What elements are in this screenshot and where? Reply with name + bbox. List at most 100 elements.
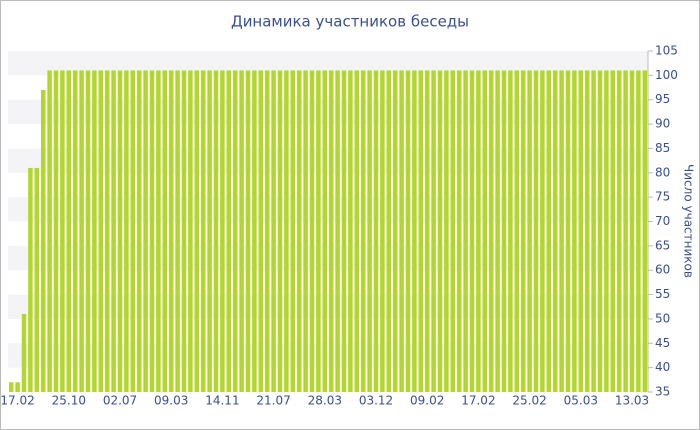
y-axis-label: Число участников	[682, 164, 696, 278]
bar	[143, 70, 148, 392]
bar	[53, 70, 59, 392]
grid-band	[8, 343, 648, 368]
x-tick-label: 25.10	[52, 394, 86, 408]
bar	[610, 70, 616, 392]
bar	[156, 70, 161, 392]
bar	[162, 70, 168, 392]
bar	[597, 70, 603, 392]
bar	[104, 70, 110, 392]
x-tick-label: 17.02	[461, 394, 495, 408]
bar	[392, 70, 398, 392]
bar	[476, 70, 481, 392]
bar	[642, 70, 648, 392]
y-tick-label: 85	[655, 141, 670, 155]
y-tick-label: 70	[655, 214, 670, 228]
bar	[15, 382, 20, 392]
bar	[469, 70, 475, 392]
bar	[303, 70, 308, 392]
bar	[28, 167, 33, 392]
x-tick-label: 28.03	[308, 394, 342, 408]
bar	[559, 70, 564, 392]
bar	[431, 70, 436, 392]
bar	[207, 70, 212, 392]
bar	[322, 70, 328, 392]
bar	[264, 70, 270, 392]
x-tick-label: 05.03	[564, 394, 598, 408]
bar	[360, 70, 366, 392]
bar	[34, 167, 40, 392]
bar	[220, 70, 225, 392]
x-tick-label: 17.02	[0, 394, 34, 408]
x-tick-label: 13.03	[615, 394, 649, 408]
bar	[520, 70, 526, 392]
bar	[98, 70, 104, 392]
bar	[354, 70, 360, 392]
y-tick-label: 60	[655, 263, 670, 277]
bar	[405, 70, 411, 392]
bar	[591, 70, 596, 392]
bar	[482, 70, 488, 392]
bar	[527, 70, 532, 392]
y-tick-label: 90	[655, 117, 670, 131]
bar	[546, 70, 552, 392]
y-tick-label: 95	[655, 92, 670, 106]
bar	[533, 70, 539, 392]
bar	[117, 70, 123, 392]
bar	[296, 70, 302, 392]
bar	[66, 70, 72, 392]
bar	[450, 70, 456, 392]
bar	[8, 382, 14, 392]
x-tick-label: 02.07	[103, 394, 137, 408]
bar	[412, 70, 417, 392]
y-tick-label: 105	[655, 44, 678, 58]
bar	[47, 70, 52, 392]
grid-band	[8, 99, 648, 125]
bar	[316, 70, 321, 392]
bar	[636, 70, 641, 392]
bar	[124, 70, 129, 392]
bar	[604, 70, 609, 392]
bar	[444, 70, 449, 392]
chart-title: Динамика участников беседы	[231, 13, 469, 31]
bar	[200, 70, 206, 392]
bar	[373, 70, 379, 392]
bar	[92, 70, 97, 392]
y-tick-label: 40	[655, 360, 670, 374]
bar	[213, 70, 219, 392]
bar	[623, 70, 628, 392]
bar	[149, 70, 155, 392]
y-tick-label: 75	[655, 190, 670, 204]
x-tick-label: 09.03	[154, 394, 188, 408]
x-tick-label: 21.07	[256, 394, 290, 408]
bar	[239, 70, 244, 392]
bar	[60, 70, 65, 392]
bar	[290, 70, 296, 392]
bar	[540, 70, 545, 392]
bar	[552, 70, 558, 392]
bar	[572, 70, 577, 392]
bar	[271, 70, 276, 392]
grid-band	[8, 245, 648, 271]
bar	[79, 70, 84, 392]
x-tick-label: 03.12	[359, 394, 393, 408]
bar	[584, 70, 590, 392]
bar	[40, 89, 46, 392]
y-tick-label: 80	[655, 165, 670, 179]
bar	[245, 70, 251, 392]
bar	[565, 70, 571, 392]
bar	[111, 70, 116, 392]
bar	[175, 70, 180, 392]
bar	[277, 70, 283, 392]
bar	[578, 70, 584, 392]
y-tick-label: 35	[655, 385, 670, 399]
bar	[463, 70, 468, 392]
bar	[456, 70, 462, 392]
bar	[136, 70, 142, 392]
bar	[348, 70, 353, 392]
bar	[514, 70, 520, 392]
x-tick-label: 25.02	[512, 394, 546, 408]
bar	[181, 70, 187, 392]
grid-band	[8, 51, 648, 76]
bar	[328, 70, 334, 392]
